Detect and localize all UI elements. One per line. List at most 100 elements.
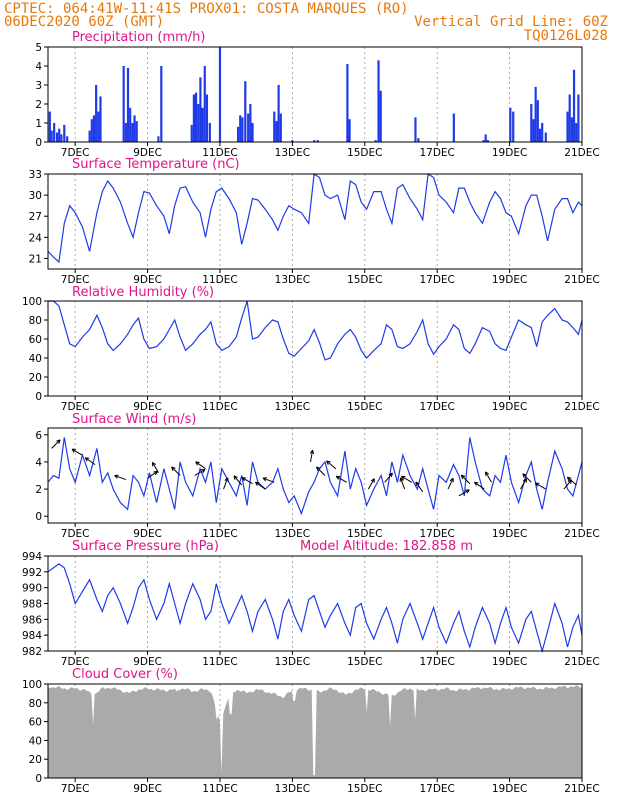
precipitation-bar <box>157 136 160 142</box>
wind-vector-arrow <box>84 457 96 466</box>
precipitation-bar <box>541 123 544 142</box>
wind-x-tick-label: 9DEC <box>133 528 162 540</box>
precipitation-bar <box>205 94 209 142</box>
wind-vector-arrowhead <box>370 478 375 482</box>
wind-title: Surface Wind (m/s) <box>72 412 196 427</box>
precipitation-bar <box>568 94 571 142</box>
wind-vector-arrowhead <box>233 475 238 478</box>
wind-vector-arrow <box>520 478 527 490</box>
precipitation-bar <box>194 92 198 142</box>
precipitation-bar <box>251 123 254 142</box>
wind-vector-arrowhead <box>195 461 200 463</box>
humidity-x-tick-label: 21DEC <box>564 401 599 413</box>
wind-vector-arrowhead <box>171 466 174 471</box>
precipitation-bar <box>208 123 211 142</box>
wind-vector-arrow <box>194 469 206 476</box>
wind-vector-arrowhead <box>473 481 477 486</box>
precipitation-bar <box>414 117 417 142</box>
wind-x-tick-label: 7DEC <box>61 528 90 540</box>
wind-vector-arrowhead <box>485 471 490 475</box>
wind-x-tick-label: 15DEC <box>347 528 382 540</box>
wind-y-tick-label: 4 <box>35 457 42 469</box>
cloud-cover-x-tick-label: 9DEC <box>133 783 162 795</box>
wind-vector-arrowhead <box>449 477 454 482</box>
wind-vector-arrowhead <box>316 466 321 469</box>
cloud-cover-y-tick-label: 40 <box>29 735 42 747</box>
precipitation-bar <box>377 60 380 142</box>
humidity-title: Relative Humidity (%) <box>72 285 214 300</box>
temperature-x-tick-label: 17DEC <box>419 274 454 286</box>
precipitation-bar <box>236 126 240 142</box>
precipitation-title: Precipitation (mm/h) <box>72 30 205 45</box>
temperature-x-tick-label: 15DEC <box>347 274 382 286</box>
wind-vector-arrowhead <box>567 476 572 479</box>
precipitation-bar <box>244 81 247 142</box>
wind-x-tick-label: 13DEC <box>275 528 310 540</box>
precipitation-x-tick-label: 11DEC <box>202 147 237 159</box>
wind-x-tick-label: 21DEC <box>564 528 599 540</box>
cloud-cover-y-tick-label: 20 <box>29 754 42 766</box>
pressure-x-tick-label: 21DEC <box>564 656 599 668</box>
wind-vector-arrowhead <box>522 473 527 476</box>
temperature-panel: Surface Temperature (nC) 21 24 27 30 33 7DEC 9… <box>29 157 600 286</box>
humidity-x-tick-label: 19DEC <box>492 401 527 413</box>
pressure-x-tick-label: 13DEC <box>275 656 310 668</box>
wind-vector-arrowhead <box>58 439 61 444</box>
wind-panel: Surface Wind (m/s) 0 2 4 6 7DEC 9DEC 11DEC 13DE… <box>35 412 599 540</box>
wind-vector-arrow <box>474 481 485 490</box>
wind-vector-arrowhead <box>153 470 158 473</box>
temperature-series-line <box>47 172 583 264</box>
wind-vector-arrow <box>522 473 532 483</box>
precipitation-x-tick-label: 17DEC <box>419 147 454 159</box>
wind-vector-arrowhead <box>326 460 329 465</box>
precipitation-bar <box>570 117 573 142</box>
cloud-cover-panel: Cloud Cover (%) 0 20 40 60 80 100 7DEC 9DEC 11DE… <box>22 667 600 795</box>
pressure-x-tick-label: 19DEC <box>492 656 527 668</box>
precipitation-bar <box>122 66 125 142</box>
wind-vector-arrow <box>447 477 454 490</box>
temperature-x-tick-label: 13DEC <box>275 274 310 286</box>
precipitation-bar <box>90 119 93 142</box>
precipitation-bar <box>239 115 242 142</box>
precipitation-bar <box>129 107 132 142</box>
wind-y-tick-label: 6 <box>35 430 42 442</box>
wind-vector-arrowhead <box>233 475 236 480</box>
precipitation-bar <box>97 111 100 142</box>
humidity-y-tick-label: 20 <box>29 372 42 384</box>
precipitation-bar <box>277 85 280 142</box>
wind-vector-arrow <box>51 439 61 449</box>
cloud-cover-x-tick-label: 21DEC <box>564 783 599 795</box>
pressure-y-tick-label: 986 <box>22 614 42 626</box>
wind-x-tick-label: 17DEC <box>419 528 454 540</box>
precipitation-bar <box>544 132 547 142</box>
wind-vector-arrow <box>223 477 229 490</box>
wind-vector-arrowhead <box>84 457 88 462</box>
precipitation-x-tick-label: 7DEC <box>61 147 90 159</box>
wind-vector-arrowhead <box>474 481 479 484</box>
precipitation-bar <box>566 111 569 142</box>
precipitation-bar <box>316 140 319 142</box>
wind-vector-arrowhead <box>400 477 404 481</box>
wind-y-tick-label: 0 <box>35 511 42 523</box>
temperature-y-tick-label: 21 <box>29 253 42 265</box>
wind-vector-arrow <box>400 477 406 490</box>
wind-vector-arrow <box>241 477 253 485</box>
precipitation-bar <box>53 123 56 142</box>
wind-vector-arrow <box>326 460 337 470</box>
precipitation-y-tick-label: 5 <box>35 42 42 54</box>
precipitation-x-tick-label: 9DEC <box>133 147 162 159</box>
cloud-cover-x-tick-label: 7DEC <box>61 783 90 795</box>
temperature-x-tick-label: 9DEC <box>133 274 162 286</box>
wind-vector-arrow <box>151 462 159 474</box>
wind-vector-arrow <box>485 471 492 483</box>
precipitation-bar <box>530 104 533 142</box>
precipitation-bar <box>92 115 96 142</box>
wind-vector-arrowhead <box>224 477 229 481</box>
precipitation-x-tick-label: 19DEC <box>492 147 527 159</box>
cloud-cover-y-tick-label: 0 <box>35 773 42 785</box>
cloud-cover-x-tick-label: 19DEC <box>492 783 527 795</box>
cloud-cover-x-tick-label: 11DEC <box>202 783 237 795</box>
wind-vector-arrowhead <box>335 476 339 480</box>
wind-vector-arrow <box>147 470 158 479</box>
